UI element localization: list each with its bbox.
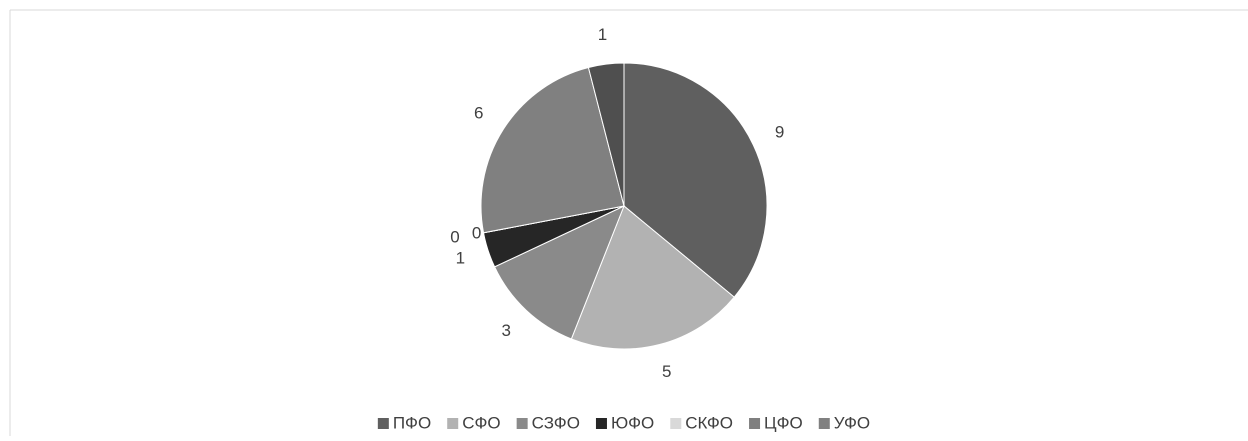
pie-slice <box>623 62 768 298</box>
data-label: 6 <box>474 103 483 122</box>
legend-swatch <box>670 418 682 429</box>
legend-label: СКФО <box>685 413 733 432</box>
data-label: 0 <box>472 224 481 243</box>
legend-swatch <box>447 418 459 429</box>
data-label: 5 <box>662 362 671 381</box>
data-label: 0 <box>450 228 459 247</box>
legend-swatch <box>818 418 830 429</box>
legend-label: ЮФО <box>611 413 654 432</box>
legend-swatch <box>749 418 761 429</box>
pie-slice <box>570 205 735 350</box>
legend-swatch <box>595 418 607 429</box>
data-label: 9 <box>775 122 784 141</box>
pie-slice <box>587 62 625 207</box>
legend-swatch <box>516 418 528 429</box>
legend-label: ЦФО <box>764 413 803 432</box>
legend-label: УФО <box>834 413 870 432</box>
data-label: 1 <box>598 25 607 44</box>
legend-swatch <box>377 418 389 429</box>
data-label: 1 <box>456 249 465 268</box>
data-label: 3 <box>502 321 511 340</box>
legend-label: ПФО <box>393 413 431 432</box>
pie-slice <box>480 66 625 234</box>
legend-label: СФО <box>462 413 500 432</box>
legend-label: СЗФО <box>532 413 580 432</box>
pie-slice <box>493 205 625 340</box>
